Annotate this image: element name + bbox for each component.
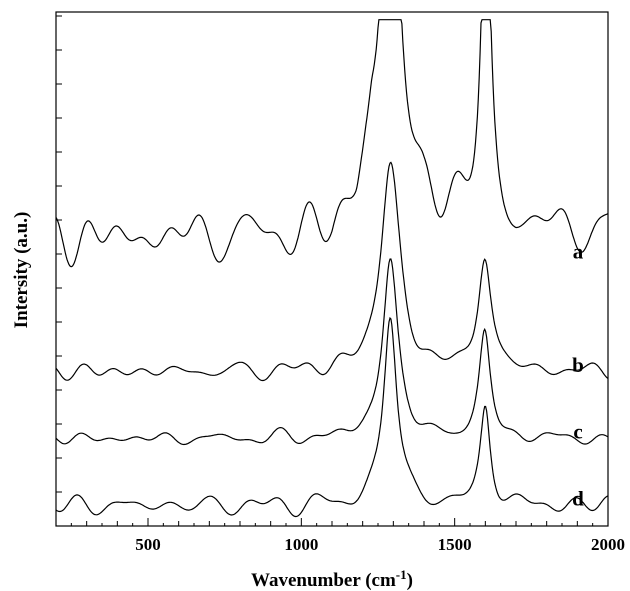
y-axis-title: Intersity (a.u.) (11, 212, 32, 329)
series-lines (55, 19, 609, 518)
series-line-b (55, 161, 609, 382)
series-label-a: a (573, 240, 584, 264)
series-label-b: b (572, 353, 584, 377)
x-tick-label: 2000 (591, 535, 625, 554)
x-axis-tick-labels: 500 1000 1500 2000 (135, 535, 625, 554)
series-line-c (55, 258, 609, 446)
x-axis-title: Wavenumber (cm-1) (251, 567, 413, 591)
y-axis-ticks (56, 15, 62, 493)
x-tick-label: 1500 (438, 535, 472, 554)
x-tick-label: 1000 (284, 535, 318, 554)
plot-frame (55, 11, 609, 527)
x-axis-ticks (70, 518, 609, 526)
series-label-d: d (572, 486, 584, 510)
series-line-a (55, 19, 609, 268)
series-line-d (55, 316, 609, 518)
series-labels: a b c d (572, 240, 584, 511)
x-tick-label: 500 (135, 535, 161, 554)
series-label-c: c (573, 420, 582, 444)
